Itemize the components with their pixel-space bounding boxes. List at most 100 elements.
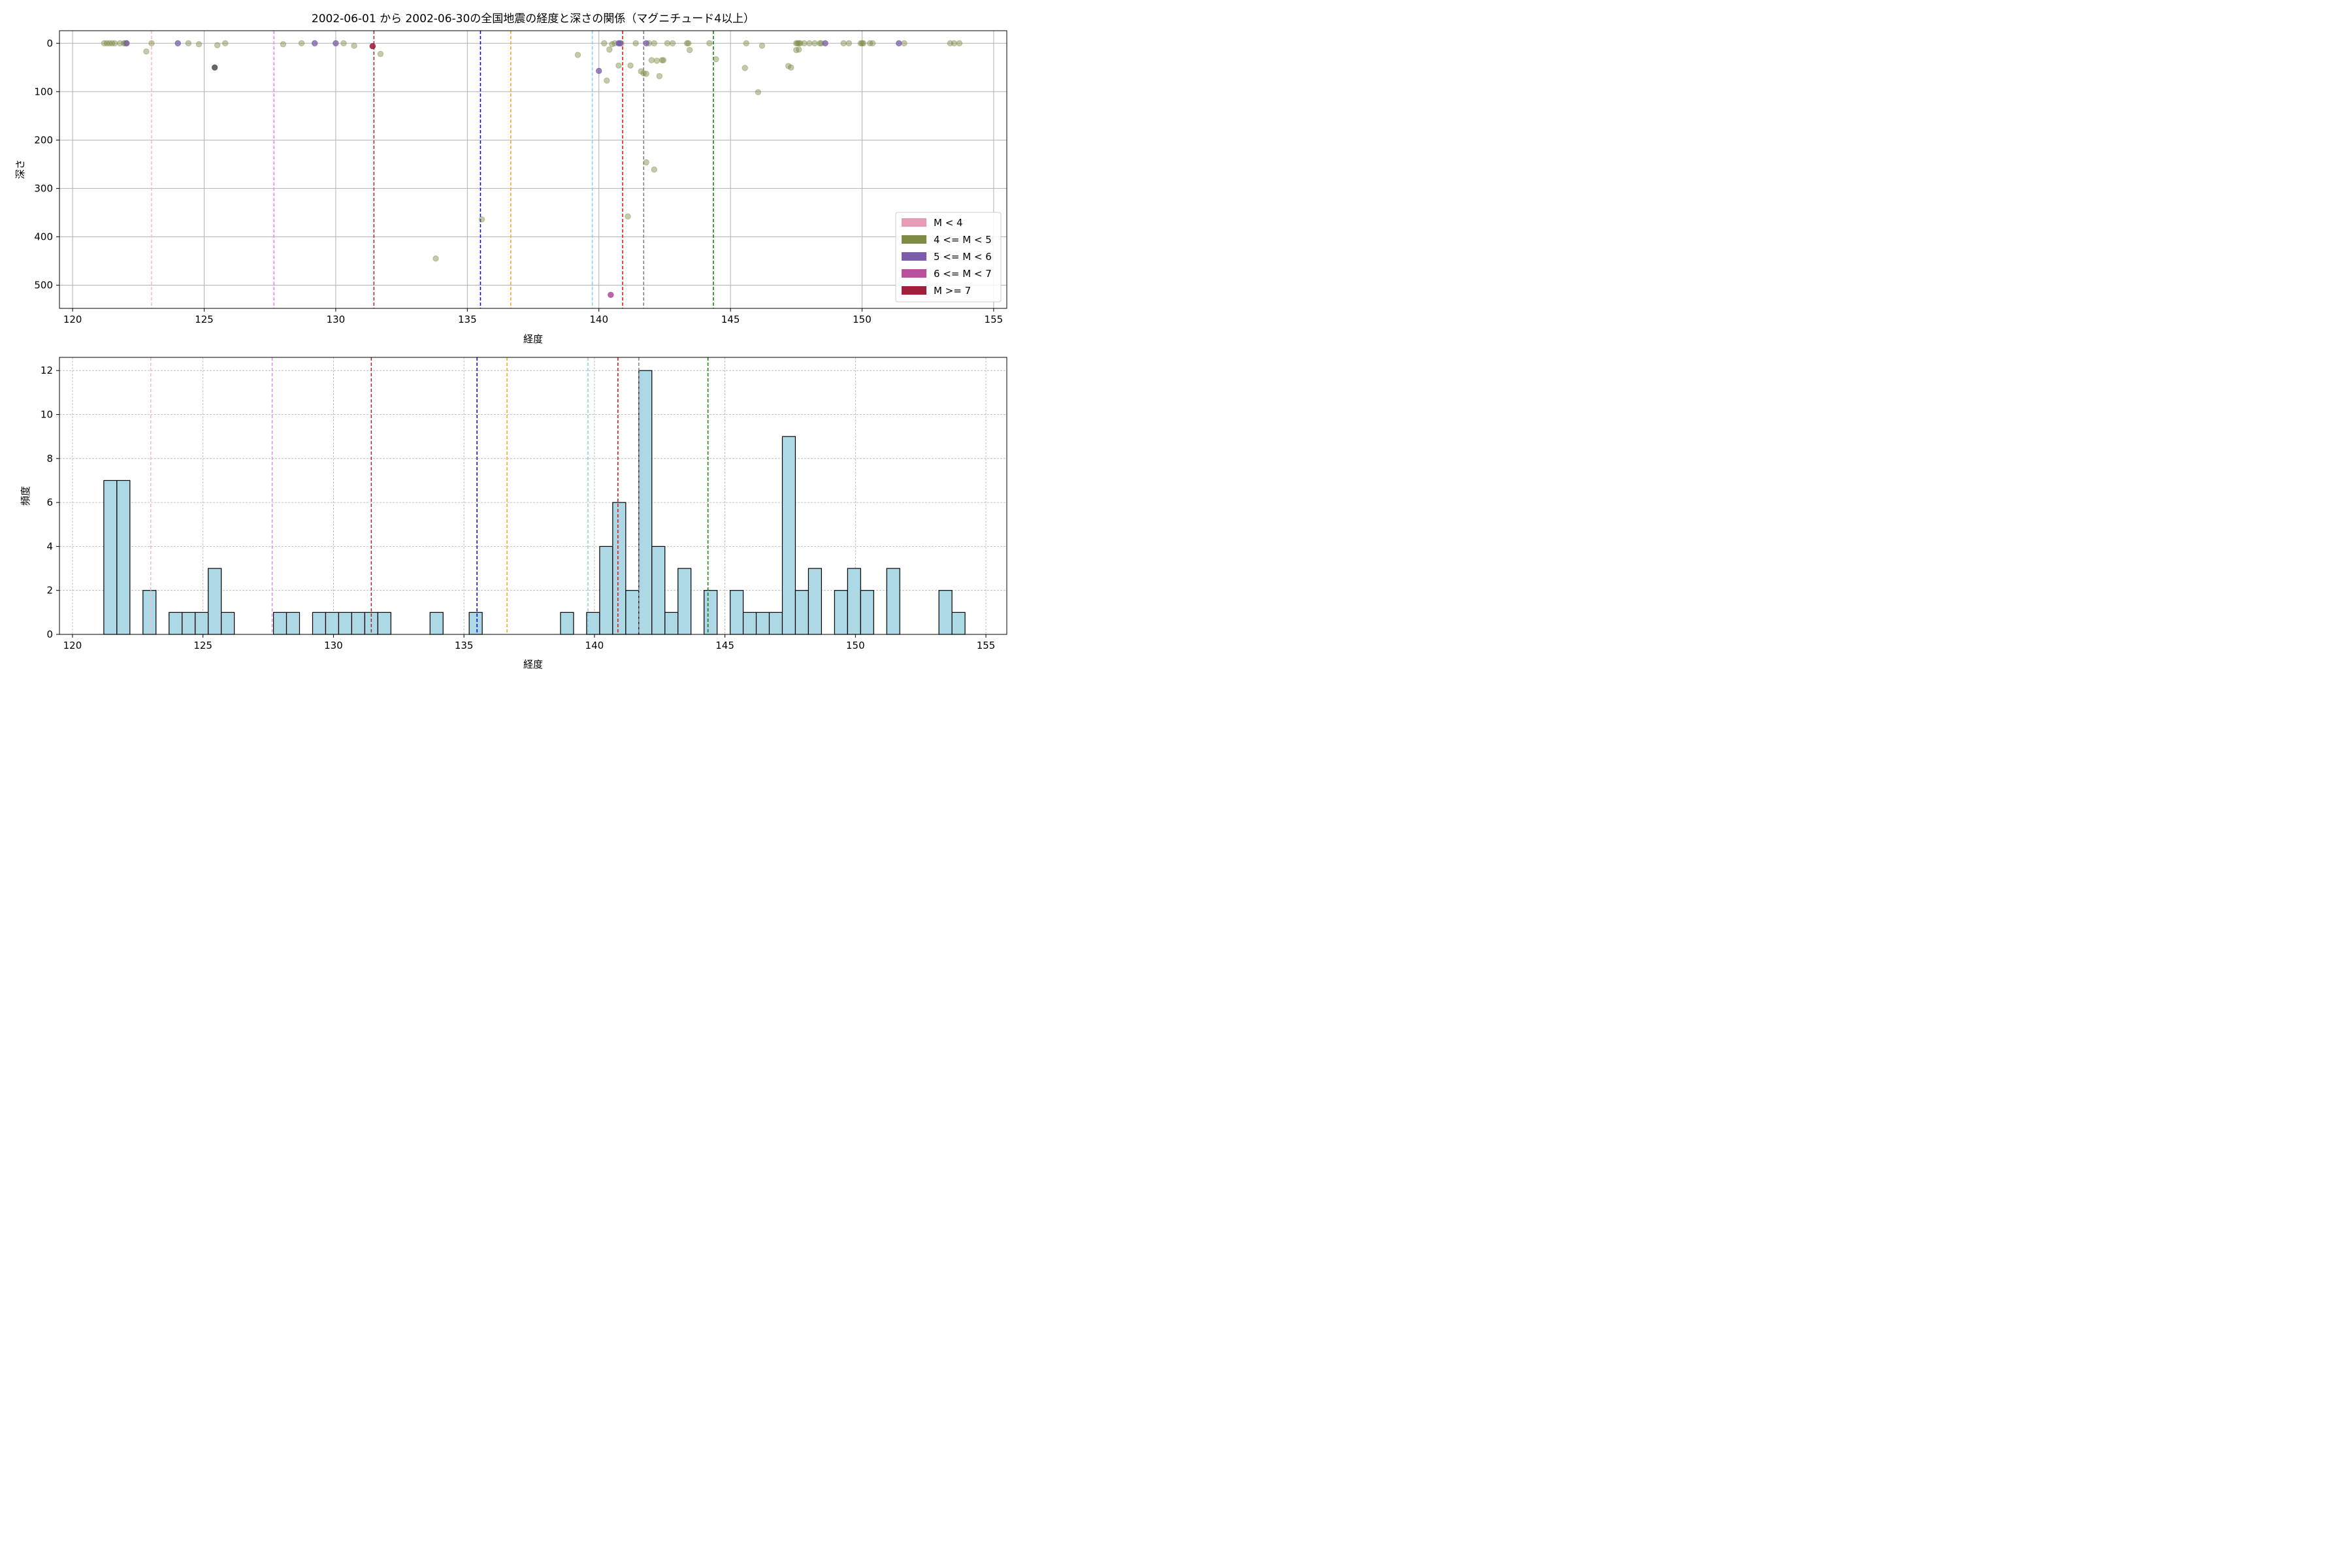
- x-tick-label: 120: [63, 640, 82, 651]
- legend-label: 6 <= M < 7: [934, 268, 992, 280]
- histogram-bar: [781, 436, 796, 635]
- histogram-bar: [208, 568, 222, 635]
- histogram-bar: [847, 568, 861, 635]
- data-point: [609, 41, 615, 48]
- legend-swatch: [902, 269, 926, 278]
- bars: [103, 370, 966, 635]
- histogram-bar: [116, 480, 131, 635]
- histogram-bar: [742, 612, 757, 635]
- data-point: [759, 42, 766, 49]
- histogram-bar: [729, 590, 744, 635]
- data-point: [643, 40, 649, 46]
- data-point: [685, 40, 692, 46]
- x-tick-label: 140: [585, 640, 604, 651]
- x-tick-label: 135: [455, 640, 474, 651]
- y-axis-label: 頻度: [20, 486, 31, 506]
- legend-box: [895, 212, 1002, 302]
- histogram-bar: [586, 612, 600, 635]
- histogram-bar: [195, 612, 209, 635]
- chart-title: 2002-06-01 から 2002-06-30の全国地震の経度と深さの関係（マ…: [312, 12, 755, 25]
- histogram-bar: [325, 612, 340, 635]
- y-tick-label: 12: [41, 365, 53, 376]
- data-point: [648, 57, 655, 63]
- x-tick-label: 135: [458, 314, 477, 325]
- histogram-bar: [221, 612, 235, 635]
- data-point: [174, 40, 181, 46]
- reference-lines: [151, 31, 714, 308]
- y-tick-label: 10: [41, 408, 53, 420]
- data-point: [901, 40, 907, 46]
- y-tick-label: 400: [34, 231, 53, 242]
- data-point: [896, 40, 902, 46]
- plot-frame: [59, 30, 1007, 309]
- data-point: [351, 42, 357, 49]
- data-point: [664, 40, 671, 46]
- data-point: [806, 40, 813, 46]
- x-tick-label: 150: [846, 640, 865, 651]
- data-point: [298, 40, 305, 46]
- data-point: [222, 40, 229, 46]
- histogram-bar: [351, 612, 365, 635]
- data-point: [340, 40, 347, 46]
- y-axis-label: 深さ: [14, 159, 26, 179]
- x-tick-label: 155: [977, 640, 996, 651]
- x-tick-label: 145: [715, 640, 734, 651]
- legend-label: 5 <= M < 6: [934, 251, 992, 263]
- data-point: [643, 159, 649, 166]
- data-point: [615, 62, 622, 69]
- x-tick-label: 120: [63, 314, 82, 325]
- x-axis-ticks: 120 125 130 135 140 145 150 155: [63, 308, 1003, 325]
- legend-swatch: [902, 286, 926, 295]
- data-point: [794, 40, 801, 46]
- histogram-bar: [286, 612, 301, 635]
- data-point: [656, 73, 663, 80]
- data-point: [788, 64, 794, 71]
- data-point: [653, 57, 661, 64]
- data-point: [801, 40, 808, 46]
- histogram-bar: [951, 612, 966, 635]
- y-tick-label: 6: [46, 497, 53, 508]
- data-point: [686, 46, 693, 54]
- plot-frame: [59, 357, 1007, 635]
- data-point: [106, 40, 113, 46]
- y-axis-ticks: 0 100 200 300 400 500: [34, 37, 59, 291]
- x-tick-label: 145: [721, 314, 740, 325]
- x-axis-label: 経度: [523, 659, 543, 670]
- histogram-bar: [169, 612, 183, 635]
- x-tick-label: 155: [985, 314, 1004, 325]
- data-point: [433, 255, 439, 262]
- data-point: [651, 40, 657, 46]
- data-point: [195, 41, 203, 48]
- histogram-bar: [338, 612, 352, 635]
- data-point: [860, 40, 867, 46]
- data-point: [214, 42, 221, 48]
- legend-label: M < 4: [934, 217, 963, 229]
- data-point: [651, 166, 657, 173]
- data-point: [638, 68, 644, 74]
- data-point: [625, 213, 631, 220]
- histogram-bar: [182, 612, 196, 635]
- x-axis-ticks: 120 125 130 135 140 145 150 155: [63, 634, 996, 651]
- histogram-bar: [678, 568, 692, 635]
- data-point: [822, 40, 828, 46]
- data-point: [956, 40, 963, 46]
- y-tick-label: 300: [34, 182, 53, 194]
- data-point: [743, 40, 749, 46]
- x-tick-label: 150: [853, 314, 872, 325]
- figure: 2002-06-01 から 2002-06-30の全国地震の経度と深さの関係（マ…: [14, 12, 1007, 670]
- data-point: [185, 40, 192, 46]
- histogram-bar: [272, 612, 287, 635]
- histogram-bar: [860, 590, 874, 635]
- histogram-bar: [142, 590, 157, 635]
- histogram-bar: [768, 612, 783, 635]
- x-tick-label: 130: [327, 314, 346, 325]
- histogram-bar: [312, 612, 327, 635]
- data-point: [108, 40, 116, 46]
- data-point: [947, 40, 954, 46]
- histogram-bar: [429, 612, 444, 635]
- data-point: [857, 40, 864, 46]
- x-tick-label: 140: [589, 314, 608, 325]
- y-tick-label: 8: [46, 453, 53, 465]
- histogram-bar: [625, 590, 640, 635]
- data-point: [869, 40, 876, 46]
